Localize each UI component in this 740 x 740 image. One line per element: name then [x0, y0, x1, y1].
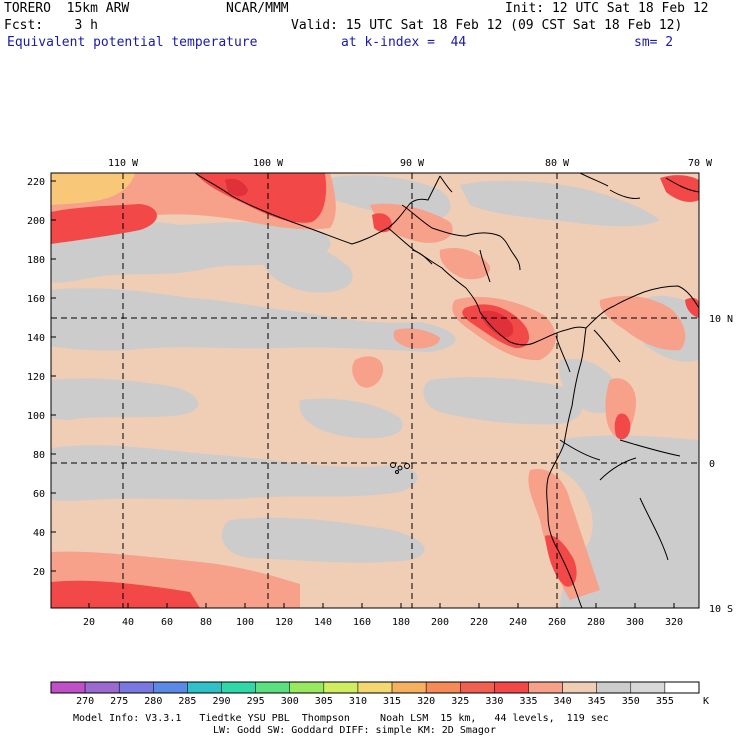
colorbar-level-label: 335: [519, 696, 537, 707]
lat-label-0: 0: [709, 459, 715, 470]
colorbar-level-label: 285: [178, 696, 196, 707]
colorbar-level-label: 345: [588, 696, 606, 707]
warm-pocket: [51, 173, 135, 205]
colorbar-swatch: [357, 681, 393, 694]
x-tick-label: 60: [161, 617, 173, 628]
colorbar-swatch: [460, 681, 495, 694]
y-tick-label: 120: [27, 372, 45, 383]
colorbar-level-label: 275: [110, 696, 128, 707]
gray-contours: [51, 175, 699, 608]
x-tick-label: 300: [626, 617, 644, 628]
y-tick-label: 200: [27, 216, 45, 227]
colorbar-level-label: 295: [247, 696, 265, 707]
init-time: Init: 12 UTC Sat 18 Feb 12: [505, 1, 709, 16]
colorbar-swatch: [50, 681, 86, 694]
colorbar-swatch: [391, 681, 427, 694]
x-tick-label: 240: [509, 617, 527, 628]
x-tick-label: 140: [314, 617, 332, 628]
salmon-contours: [51, 173, 686, 608]
colorbar-level-label: 315: [383, 696, 401, 707]
coastlines: [194, 173, 699, 608]
x-tick-label: 180: [392, 617, 410, 628]
colorbar-swatch: [187, 681, 222, 694]
y-tick-label: 220: [27, 177, 45, 188]
colorbar-swatch: [494, 681, 529, 694]
x-tick-label: 160: [353, 617, 371, 628]
x-tick-label: 40: [122, 617, 134, 628]
colorbar-level-label: 325: [451, 696, 469, 707]
colorbar-level-label: 280: [144, 696, 162, 707]
map-field: [51, 173, 699, 608]
colorbar-level-label: 305: [315, 696, 333, 707]
colorbar-swatch: [630, 681, 666, 694]
y-tick-label: 20: [33, 567, 45, 578]
colorbar-level-label: 300: [281, 696, 299, 707]
y-tick-label: 180: [27, 255, 45, 266]
colorbar-level-label: 355: [656, 696, 674, 707]
model-title: TORERO 15km ARW: [4, 1, 130, 16]
forecast-hour: Fcst: 3 h: [4, 18, 98, 33]
x-tick-label: 200: [431, 617, 449, 628]
level-index: at k-index = 44: [341, 35, 467, 50]
x-tick-label: 100: [236, 617, 254, 628]
x-tick-label: 20: [83, 617, 95, 628]
colorbar-swatch: [664, 681, 700, 694]
colorbar-swatch: [562, 681, 597, 694]
colorbar-level-label: 270: [76, 696, 94, 707]
lon-label-90w: 90 W: [400, 158, 425, 169]
physics-info: LW: Godd SW: Goddard DIFF: simple KM: 2D…: [213, 725, 496, 736]
smoothing-label: sm= 2: [634, 35, 674, 50]
map-frame: [50, 172, 700, 609]
colorbar-level-label: 340: [554, 696, 572, 707]
colorbar-swatch: [221, 681, 256, 694]
x-tick-label: 260: [548, 617, 566, 628]
x-tick-label: 280: [587, 617, 605, 628]
colorbar-level-label: 330: [485, 696, 503, 707]
colorbar-swatch: [528, 681, 563, 694]
colorbar-swatch: [596, 681, 632, 694]
colorbar-swatch: [425, 681, 461, 694]
model-info: Model Info: V3.3.1 Tiedtke YSU PBL Thomp…: [73, 713, 609, 724]
colorbar-swatch: [84, 681, 120, 694]
colorbar-level-label: 350: [622, 696, 640, 707]
x-tick-labels: 20 40 60 80 100 120 140 160 180 200 220 …: [83, 617, 683, 628]
lat-label-10n: 10 N: [709, 314, 733, 325]
y-tick-label: 60: [33, 489, 45, 500]
colorbar-level-label: 310: [349, 696, 367, 707]
lon-label-80w: 80 W: [545, 158, 570, 169]
y-tick-label: 40: [33, 528, 45, 539]
lat-label-10s: 10 S: [709, 604, 733, 615]
lat-lon-grid: [51, 173, 699, 608]
axis-ticks: [51, 180, 675, 608]
x-tick-label: 220: [470, 617, 488, 628]
colorbar-swatch: [323, 681, 359, 694]
y-tick-label: 140: [27, 333, 45, 344]
colorbar-frame: [50, 681, 700, 694]
colorbar-swatch: [255, 681, 290, 694]
valid-time: Valid: 15 UTC Sat 18 Feb 12 (09 CST Sat …: [291, 18, 683, 33]
colorbar-swatch: [118, 681, 154, 694]
x-tick-label: 120: [275, 617, 293, 628]
deep-red-contours: [225, 178, 514, 338]
y-tick-label: 100: [27, 411, 45, 422]
center-label: NCAR/MMM: [226, 1, 289, 16]
y-tick-labels: 220 200 180 160 140 120 100 80 60 40 20: [27, 177, 45, 578]
colorbar-unit: K: [703, 696, 709, 707]
lon-label-70w: 70 W: [688, 158, 713, 169]
colorbar-level-label: 320: [417, 696, 435, 707]
field-name: Equivalent potential temperature: [7, 35, 258, 50]
colorbar-swatch: [289, 681, 325, 694]
colorbar-swatch: [153, 681, 188, 694]
colorbar-swatches: [50, 681, 700, 694]
y-tick-label: 80: [33, 450, 45, 461]
y-tick-label: 160: [27, 294, 45, 305]
colorbar-labels: 270 275 280 285 290 295 300 305 310 315 320 325 330 3…: [76, 696, 674, 707]
lon-label-100w: 100 W: [253, 158, 284, 169]
x-tick-label: 80: [200, 617, 212, 628]
lon-label-110w: 110 W: [108, 158, 139, 169]
colorbar-level-label: 290: [212, 696, 230, 707]
x-tick-label: 320: [665, 617, 683, 628]
